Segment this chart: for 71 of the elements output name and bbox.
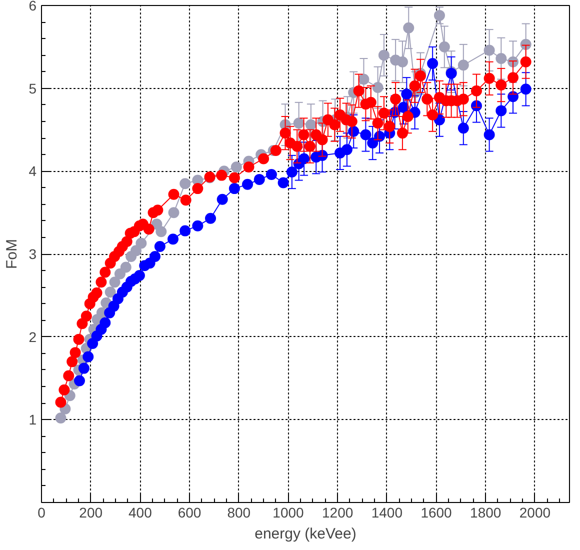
point: [484, 129, 495, 140]
point: [458, 122, 469, 134]
point: [134, 270, 145, 282]
point: [254, 174, 265, 185]
y-tick-label: 1: [28, 412, 37, 428]
x-tick-label: 2000: [519, 504, 551, 520]
point: [168, 234, 179, 245]
point: [192, 220, 204, 232]
point: [434, 10, 445, 21]
point: [216, 194, 228, 205]
point: [154, 241, 166, 252]
x-axis-title: energy (keVee): [254, 526, 356, 542]
point: [458, 60, 469, 71]
point: [372, 82, 384, 93]
point: [398, 102, 409, 113]
point: [205, 212, 216, 224]
x-tick-label: 200: [79, 504, 103, 520]
y-tick-label: 3: [28, 246, 37, 262]
point: [278, 177, 289, 188]
point: [427, 58, 438, 69]
point: [109, 276, 120, 288]
y-tick-label: 6: [28, 0, 37, 14]
point: [168, 207, 180, 218]
point: [114, 268, 126, 280]
point: [286, 166, 298, 178]
x-tick-label: 1200: [322, 504, 354, 520]
point: [149, 250, 160, 262]
x-tick-label: 1000: [272, 504, 304, 520]
y-tick-label: 5: [28, 80, 37, 96]
point: [130, 245, 142, 256]
point: [378, 50, 390, 61]
y-tick-label: 2: [28, 328, 37, 345]
point: [230, 162, 242, 173]
point: [180, 225, 191, 236]
y-axis-title: FoM: [4, 239, 21, 269]
x-tick-label: 1400: [371, 504, 403, 520]
point: [496, 105, 507, 116]
point: [156, 226, 167, 238]
point: [242, 178, 254, 190]
x-tick-label: 0: [38, 504, 46, 520]
point: [367, 138, 378, 148]
point: [438, 41, 450, 52]
point: [74, 375, 85, 386]
point: [293, 118, 304, 129]
point: [484, 44, 495, 56]
point: [136, 238, 147, 249]
point: [104, 286, 116, 298]
point: [358, 74, 370, 85]
x-tick-label: 800: [227, 504, 251, 520]
x-tick-label: 1600: [420, 504, 452, 520]
y-tick-label: 4: [28, 163, 37, 180]
point: [305, 119, 316, 130]
point: [180, 178, 191, 190]
point: [396, 56, 408, 68]
point: [520, 84, 532, 95]
x-tick-label: 400: [128, 504, 152, 520]
point: [78, 362, 90, 374]
point: [341, 144, 352, 156]
x-tick-label: 600: [178, 504, 202, 520]
point: [266, 168, 277, 180]
point: [55, 412, 66, 424]
point: [87, 338, 98, 349]
point: [298, 153, 310, 164]
point: [82, 351, 94, 362]
point: [403, 22, 414, 34]
point: [360, 129, 372, 140]
point: [120, 262, 132, 273]
x-tick-label: 1800: [470, 504, 502, 520]
point: [100, 317, 111, 328]
point: [228, 183, 240, 194]
point: [496, 53, 507, 64]
